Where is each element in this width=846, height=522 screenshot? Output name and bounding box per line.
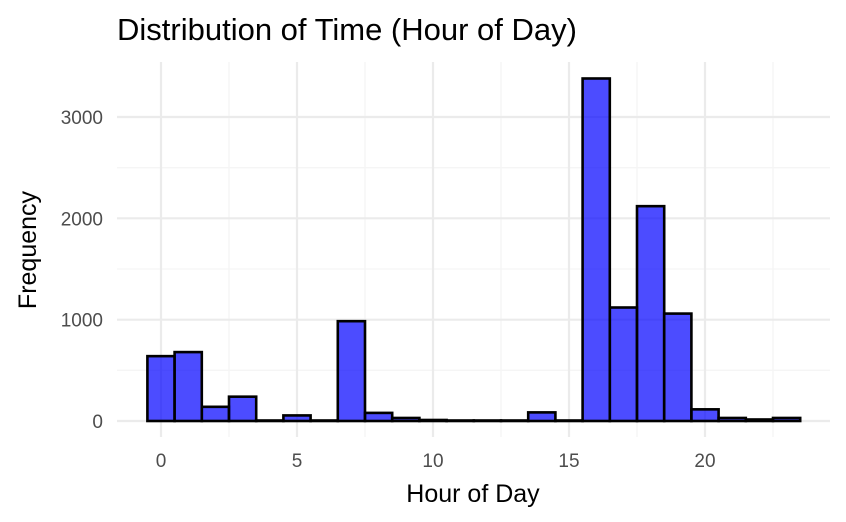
histogram-bar (472, 419, 503, 423)
histogram-bar (771, 416, 802, 423)
histogram-bar (445, 419, 476, 423)
bars (146, 77, 802, 423)
histogram-bar (390, 416, 421, 423)
histogram-bar (635, 204, 666, 423)
histogram-bar (363, 411, 394, 423)
x-tick-label: 10 (422, 451, 443, 472)
y-tick-label: 0 (92, 412, 103, 433)
histogram-bar (173, 350, 204, 423)
histogram-bar (227, 395, 258, 423)
x-tick-label: 0 (156, 451, 167, 472)
chart-title: Distribution of Time (Hour of Day) (117, 12, 577, 47)
y-axis-ticks: 0 1000 2000 3000 (61, 108, 103, 433)
histogram-bar (717, 416, 748, 423)
x-tick-label: 5 (292, 451, 303, 472)
y-tick-label: 3000 (61, 108, 103, 129)
histogram-bar (662, 312, 693, 423)
y-tick-label: 2000 (61, 209, 103, 230)
y-tick-label: 1000 (61, 311, 103, 332)
histogram-bar (554, 419, 584, 423)
histogram-bar (418, 418, 448, 423)
histogram-bar (309, 419, 340, 423)
x-axis-title: Hour of Day (406, 480, 540, 508)
histogram-bar (526, 411, 557, 423)
histogram-bar (282, 414, 312, 423)
histogram-bar (499, 419, 530, 423)
histogram-bar (608, 306, 639, 423)
histogram-bar (200, 405, 231, 423)
x-axis-ticks: 0 5 10 15 20 (156, 451, 716, 472)
histogram-bar (744, 418, 775, 423)
x-tick-label: 20 (694, 451, 715, 472)
y-axis-title: Frequency (14, 190, 42, 309)
histogram-bar (336, 319, 367, 423)
histogram-bar (146, 354, 176, 423)
gridlines (117, 62, 830, 437)
histogram-bar (254, 419, 285, 423)
histogram-bar (690, 408, 720, 423)
histogram-bar (581, 77, 612, 423)
x-tick-label: 15 (558, 451, 579, 472)
